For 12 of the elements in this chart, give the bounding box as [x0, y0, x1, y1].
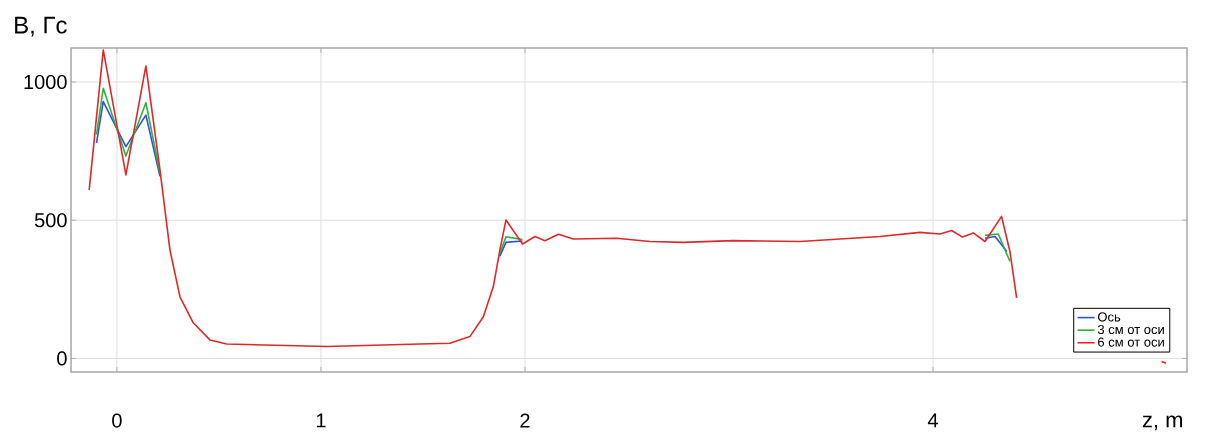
y-tick-label: 1000 — [24, 74, 67, 90]
legend-label: 6 см от оси — [1098, 337, 1164, 347]
legend-label: Ось — [1098, 312, 1121, 322]
x-axis-title: z, m — [1142, 415, 1183, 431]
legend-label: 3 см от оси — [1097, 324, 1164, 335]
y-tick-label: 0 — [57, 351, 67, 366]
y-tick-label: 500 — [34, 213, 67, 228]
x-tick-label: 1 — [316, 413, 326, 428]
x-tick-label: 4 — [927, 413, 938, 428]
y-axis-title: B, Гс — [15, 16, 67, 37]
x-tick-label: 2 — [520, 413, 530, 428]
x-tick-label: 0 — [112, 413, 122, 428]
